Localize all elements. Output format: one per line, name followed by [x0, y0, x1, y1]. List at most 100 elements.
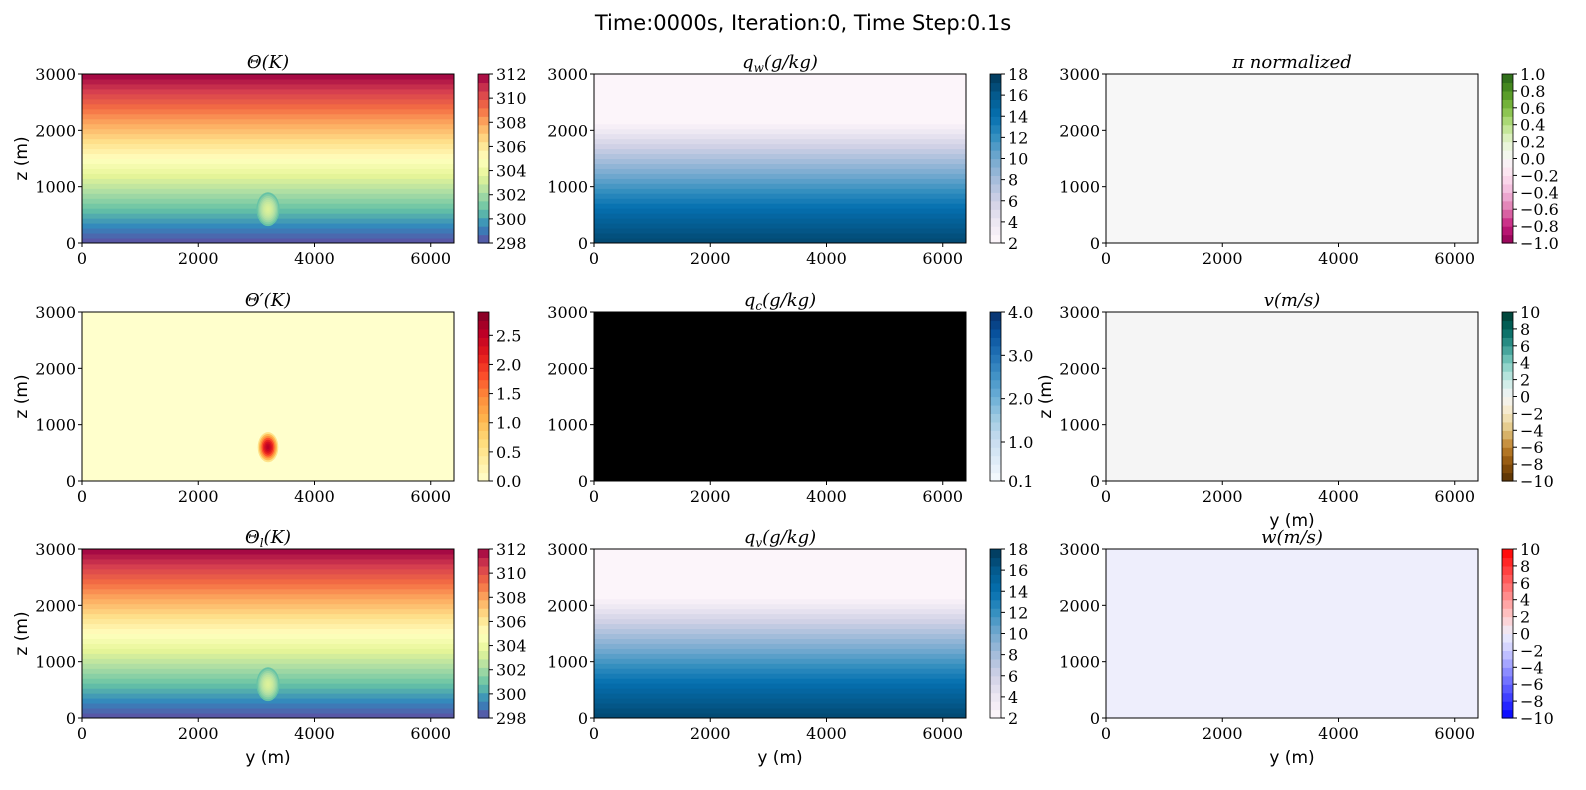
qw-layer	[594, 192, 966, 199]
thetal-layer	[82, 647, 454, 654]
qv-xtick-label: 2000	[690, 724, 731, 743]
thetap-colorbar-frame	[477, 311, 490, 482]
thetal-colorbar-segment	[478, 633, 489, 643]
qw-layer	[594, 88, 966, 95]
thetal-layer	[82, 618, 454, 625]
qv-colorbar-tick-label: 4	[1008, 688, 1018, 707]
qv-layer	[594, 578, 966, 585]
theta-colorbar-tick-label: 298	[496, 234, 527, 253]
theta-xtick-label: 6000	[410, 249, 451, 268]
qw-colorbar-tick-label: 8	[1008, 171, 1018, 190]
qw-layer	[594, 187, 966, 194]
qw-layer	[594, 153, 966, 159]
theta-layer	[82, 187, 454, 194]
qv-layer	[594, 549, 966, 555]
theta-colorbar-segment	[478, 166, 489, 176]
theta-layer	[82, 237, 454, 243]
pi-colorbar-tick-label: 0.0	[1520, 150, 1545, 169]
qc-panel-title: qc(g/kg)	[744, 290, 816, 313]
qw-colorbar-tick-label: 14	[1008, 107, 1028, 126]
qc-colorbar-tick-label: 3.0	[1008, 346, 1033, 365]
w-xtick-label: 2000	[1202, 724, 1243, 743]
v-colorbar-segment	[1502, 388, 1513, 398]
v-panel-title: v(m/s)	[1264, 290, 1321, 311]
pi-colorbar-segment	[1502, 226, 1513, 236]
qw-colorbar-segment	[990, 124, 1001, 134]
thetap-colorbar-segment	[478, 354, 489, 364]
theta-layer	[82, 78, 454, 85]
pi-ytick-label: 0	[1090, 234, 1100, 253]
pi-colorbar-segment	[1502, 166, 1513, 176]
thetal-layer	[82, 628, 454, 634]
theta-layer	[82, 177, 454, 184]
qc-colorbar-frame	[989, 311, 1002, 482]
pi-field	[1106, 74, 1478, 243]
qv-layer	[594, 568, 966, 575]
qv-layer	[594, 647, 966, 654]
v-colorbar-segment	[1502, 404, 1513, 414]
qw-colorbar-segment	[990, 183, 1001, 193]
theta-colorbar-segment	[478, 217, 489, 227]
qv-colorbar-segment	[990, 565, 1001, 575]
thetap-colorbar-segment	[478, 464, 489, 474]
qv-colorbar-tick-label: 6	[1008, 667, 1018, 686]
theta-colorbar-segment	[478, 158, 489, 168]
v-field	[1106, 312, 1478, 481]
qc-ytick-label: 1000	[547, 416, 588, 435]
w-colorbar-segment	[1502, 684, 1513, 694]
qv-layer	[594, 608, 966, 615]
thetap-field	[82, 312, 454, 481]
qc-colorbar-tick-label: 4.0	[1008, 303, 1033, 322]
qv-colorbar-tick-label: 8	[1008, 646, 1018, 665]
theta-layer	[82, 93, 454, 100]
pi-colorbar-segment	[1502, 209, 1513, 219]
thetal-layer	[82, 598, 454, 605]
w-colorbar-tick-label: −6	[1520, 675, 1544, 694]
theta-layer	[82, 98, 454, 105]
qw-layer	[594, 98, 966, 105]
w-ytick-label: 2000	[1059, 596, 1100, 615]
thetal-layer	[82, 662, 454, 669]
qv-colorbar-tick-label: 16	[1008, 561, 1028, 580]
qw-layer	[594, 202, 966, 209]
qw-layer	[594, 83, 966, 90]
qw-ytick-label: 0	[578, 234, 588, 253]
theta-colorbar-tick-label: 310	[496, 89, 527, 108]
qw-layer	[594, 123, 966, 130]
thetal-xlabel: y (m)	[245, 748, 290, 768]
thetap-colorbar-segment	[478, 413, 489, 423]
v-colorbar-tick-label: 0	[1520, 388, 1530, 407]
theta-layer	[82, 88, 454, 95]
w-colorbar-tick-label: −2	[1520, 641, 1544, 660]
theta-layer	[82, 128, 454, 135]
pi-colorbar-segment	[1502, 107, 1513, 117]
panel-thetal: 0 2000 4000 6000 0 1000 2000 3000 Θl(K) y (m) z (m…	[12, 527, 527, 768]
pi-colorbar-segment	[1502, 200, 1513, 210]
thetal-colorbar-segment	[478, 549, 489, 559]
qv-colorbar: 2 4 6 8 10 12 14 16 18	[989, 540, 1028, 728]
pi-fill	[1106, 74, 1478, 243]
qv-layer	[594, 677, 966, 684]
qw-colorbar: 2 4 6 8 10 12 14 16 18	[989, 65, 1028, 253]
thetal-ylabel: z (m)	[12, 611, 32, 655]
thetal-layer	[82, 588, 454, 595]
theta-colorbar-segment	[478, 133, 489, 143]
pi-colorbar-segment	[1502, 183, 1513, 193]
qv-xtick-label: 4000	[806, 724, 847, 743]
qv-layer	[594, 583, 966, 590]
pi-colorbar-tick-label: −0.6	[1520, 200, 1559, 219]
qv-colorbar-tick-label: 14	[1008, 582, 1028, 601]
thetal-colorbar-segment	[478, 692, 489, 702]
qv-colorbar-segment	[990, 667, 1001, 677]
theta-colorbar-tick-label: 306	[496, 137, 527, 156]
thetal-colorbar-segment	[478, 608, 489, 618]
v-fill	[1106, 312, 1478, 481]
thetap-colorbar-tick-label: 1.0	[496, 414, 521, 433]
pi-ytick-label: 3000	[1059, 65, 1100, 84]
panel-qw: 0 2000 4000 6000 0 1000 2000 3000 qw(g/kg) 2 4 6 8 10…	[547, 52, 1028, 268]
thetap-xtick-label: 4000	[294, 487, 335, 506]
thetal-layer	[82, 553, 454, 560]
theta-layer	[82, 232, 454, 239]
pi-colorbar-segment	[1502, 124, 1513, 134]
thetal-ytick-label: 3000	[35, 540, 76, 559]
